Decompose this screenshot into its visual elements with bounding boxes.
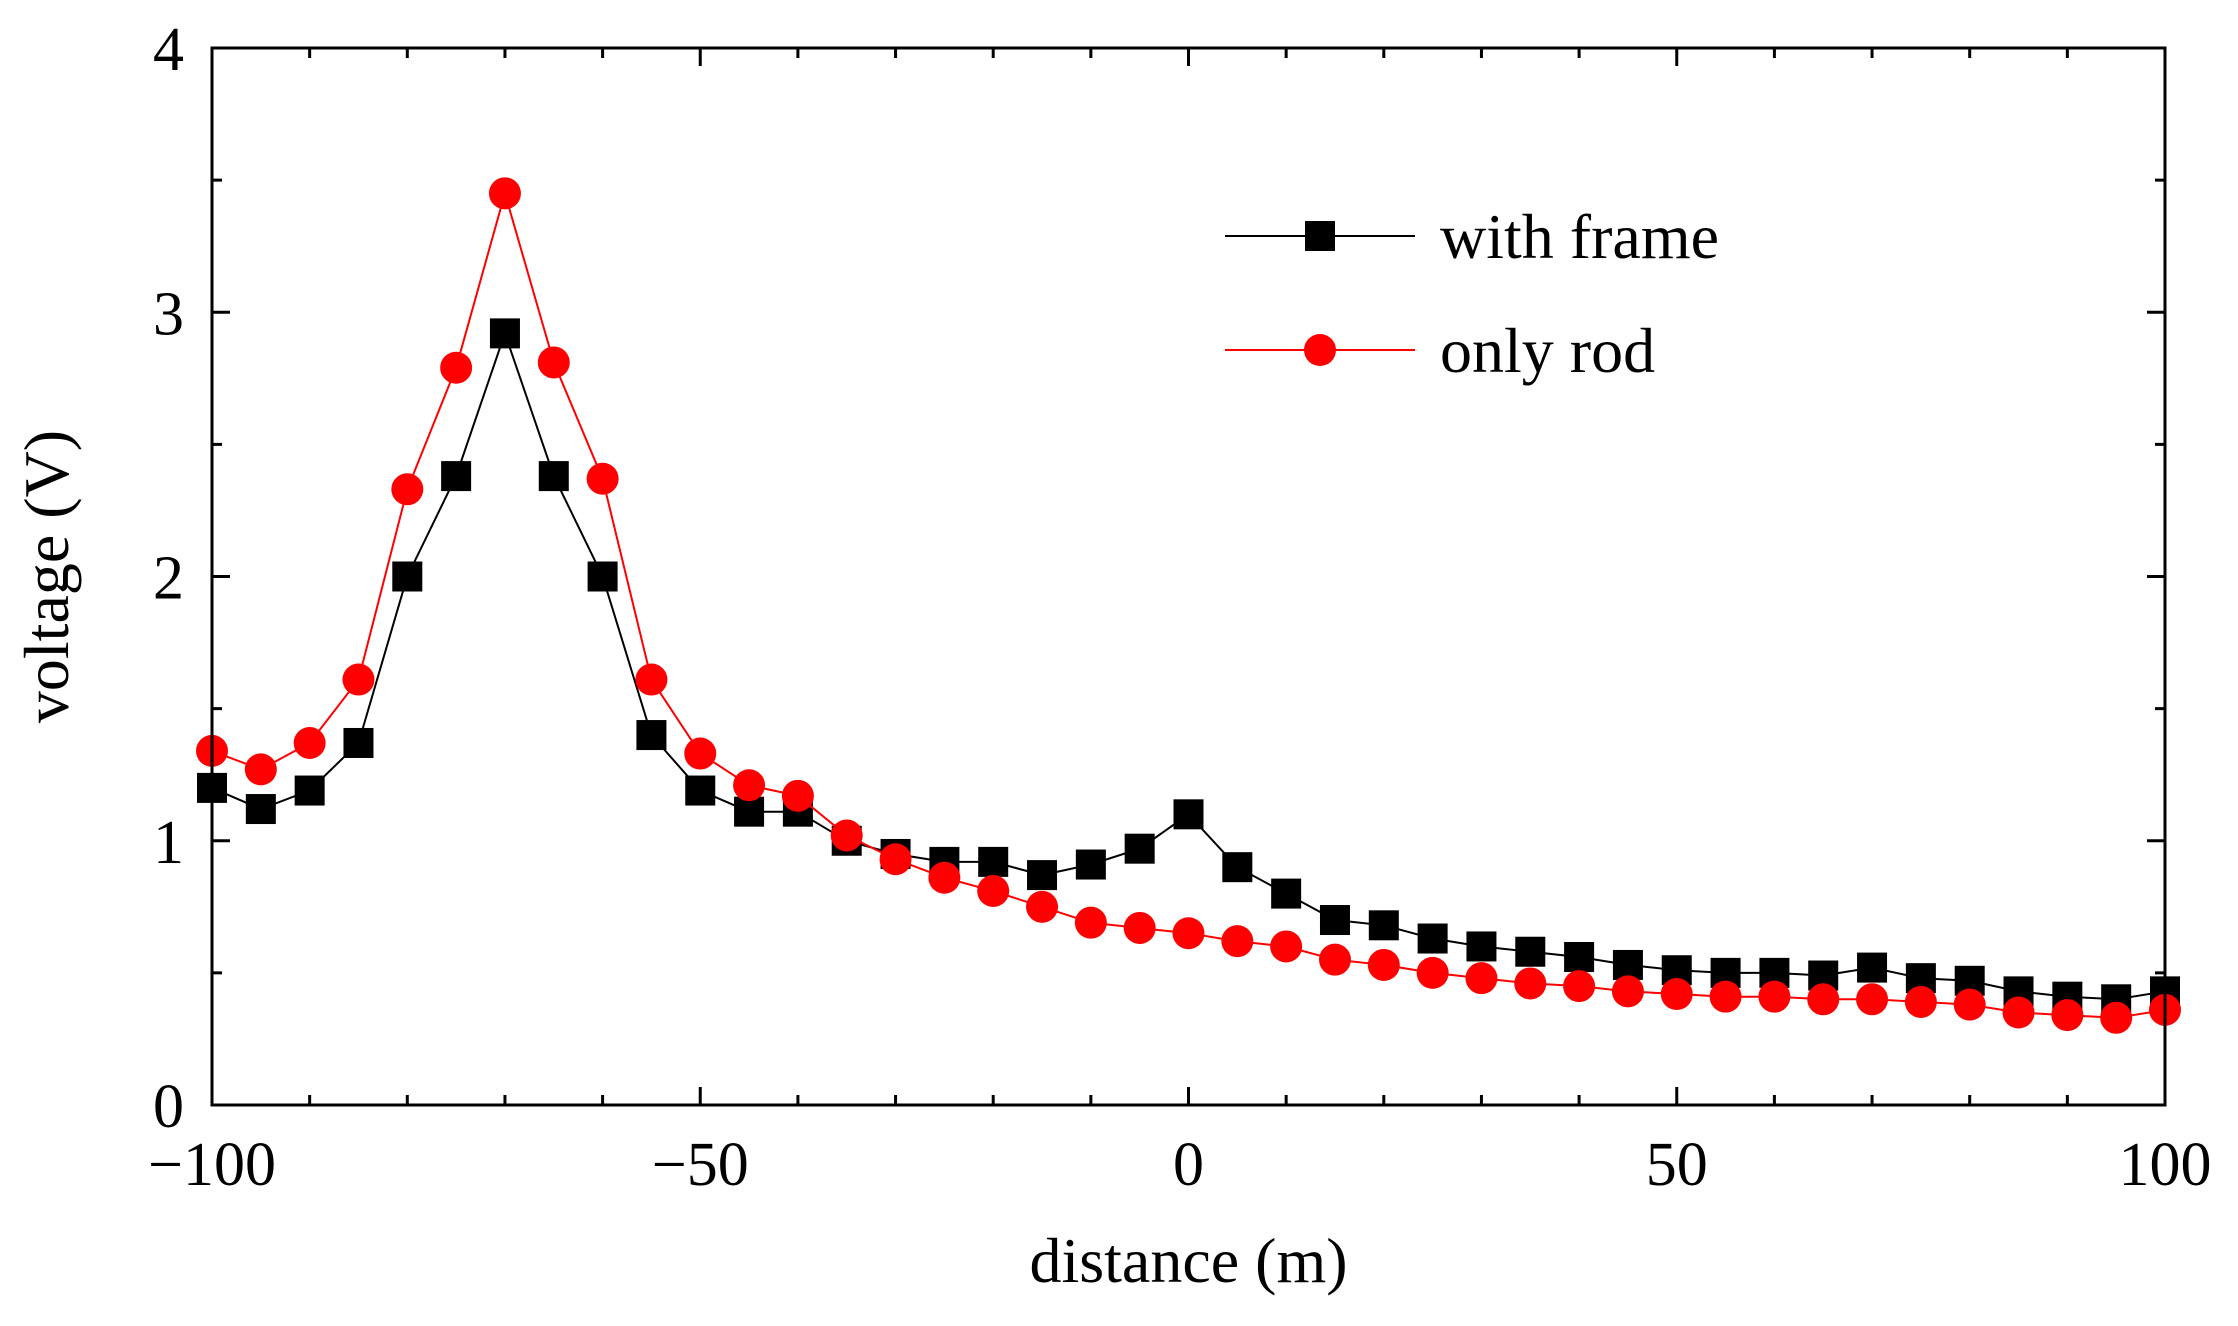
data-point-circle [1660, 978, 1693, 1011]
data-point-circle [977, 874, 1010, 907]
data-point-square [1173, 799, 1204, 830]
series-only-rod [196, 177, 2181, 1034]
data-point-circle [1611, 975, 1644, 1008]
data-point-square [1124, 833, 1155, 864]
data-point-square [1612, 949, 1643, 980]
legend-marker [1305, 221, 1335, 251]
data-point-square [392, 561, 423, 592]
data-point-circle [830, 819, 863, 852]
data-point-circle [586, 462, 619, 495]
data-point-circle [391, 473, 424, 506]
data-point-square [1417, 923, 1448, 954]
data-point-circle [1563, 970, 1596, 1003]
data-point-square [538, 461, 569, 492]
data-point-circle [1856, 983, 1889, 1016]
data-point-circle [488, 177, 521, 210]
data-point-circle [1123, 911, 1156, 944]
data-point-circle [684, 737, 717, 770]
data-point-circle [537, 346, 570, 379]
data-point-square [343, 727, 374, 758]
data-point-square [441, 461, 472, 492]
data-point-circle [1026, 890, 1059, 923]
data-point-circle [1367, 948, 1400, 981]
x-tick-label: 0 [1173, 1131, 1204, 1199]
data-point-circle [293, 726, 326, 759]
data-point-square [1027, 860, 1058, 891]
data-point-circle [1514, 967, 1547, 1000]
data-point-square [245, 794, 276, 825]
legend: with frame only rod [1225, 201, 1719, 386]
data-point-circle [1074, 906, 1107, 939]
y-tick-label: 2 [153, 545, 184, 613]
legend-item: only rod [1225, 315, 1655, 386]
data-point-square [1368, 910, 1399, 941]
legend-label: only rod [1440, 315, 1655, 386]
data-point-circle [1416, 956, 1449, 989]
y-axis-label: voltage (V) [11, 430, 82, 723]
x-tick-label: −100 [148, 1131, 276, 1199]
data-point-circle [440, 351, 473, 384]
legend-item: with frame [1225, 201, 1719, 272]
data-point-circle [1709, 980, 1742, 1013]
data-point-circle [342, 663, 375, 696]
y-tick-label: 3 [153, 280, 184, 348]
data-point-circle [1172, 917, 1205, 950]
data-point-circle [1807, 983, 1840, 1016]
x-tick-label: 50 [1646, 1131, 1708, 1199]
legend-label: with frame [1440, 201, 1719, 272]
data-point-circle [1953, 988, 1986, 1021]
data-point-square [1466, 931, 1497, 962]
plot-frame [210, 46, 2167, 1107]
data-point-square [1564, 942, 1595, 973]
data-point-circle [2100, 1001, 2133, 1034]
x-tick-label: 100 [2119, 1131, 2212, 1199]
data-point-circle [733, 769, 766, 802]
data-point-circle [781, 779, 814, 812]
data-point-circle [879, 843, 912, 876]
data-point-circle [1221, 925, 1254, 958]
data-point-square [1857, 952, 1888, 983]
data-point-square [294, 775, 325, 806]
data-point-circle [1758, 980, 1791, 1013]
data-point-square [1222, 852, 1253, 883]
data-point-circle [928, 861, 961, 894]
data-point-circle [635, 663, 668, 696]
series-layer [196, 177, 2181, 1034]
data-point-square [1271, 878, 1302, 909]
data-point-circle [2051, 999, 2084, 1032]
data-point-square [587, 561, 618, 592]
legend-marker [1304, 334, 1336, 366]
data-point-square [978, 846, 1009, 877]
data-point-square [734, 796, 765, 827]
x-axis-label: distance (m) [1029, 1225, 1347, 1296]
data-point-square [1319, 905, 1350, 936]
y-tick-label: 1 [153, 809, 184, 877]
data-point-circle [1270, 930, 1303, 963]
x-tick-label: −50 [652, 1131, 749, 1199]
data-point-square [1075, 849, 1106, 880]
data-point-square [685, 775, 716, 806]
data-point-square [636, 720, 667, 751]
y-tick-label: 0 [153, 1073, 184, 1141]
data-point-circle [1465, 962, 1498, 995]
data-point-square [489, 318, 520, 349]
data-point-circle [2002, 996, 2035, 1029]
ticks-layer: −100 −50 0 50 100 0 1 2 3 4 [148, 16, 2211, 1199]
data-point-circle [1904, 985, 1937, 1018]
data-point-square [1515, 936, 1546, 967]
y-tick-label: 4 [153, 16, 184, 84]
data-point-circle [1318, 943, 1351, 976]
data-point-circle [244, 753, 277, 786]
